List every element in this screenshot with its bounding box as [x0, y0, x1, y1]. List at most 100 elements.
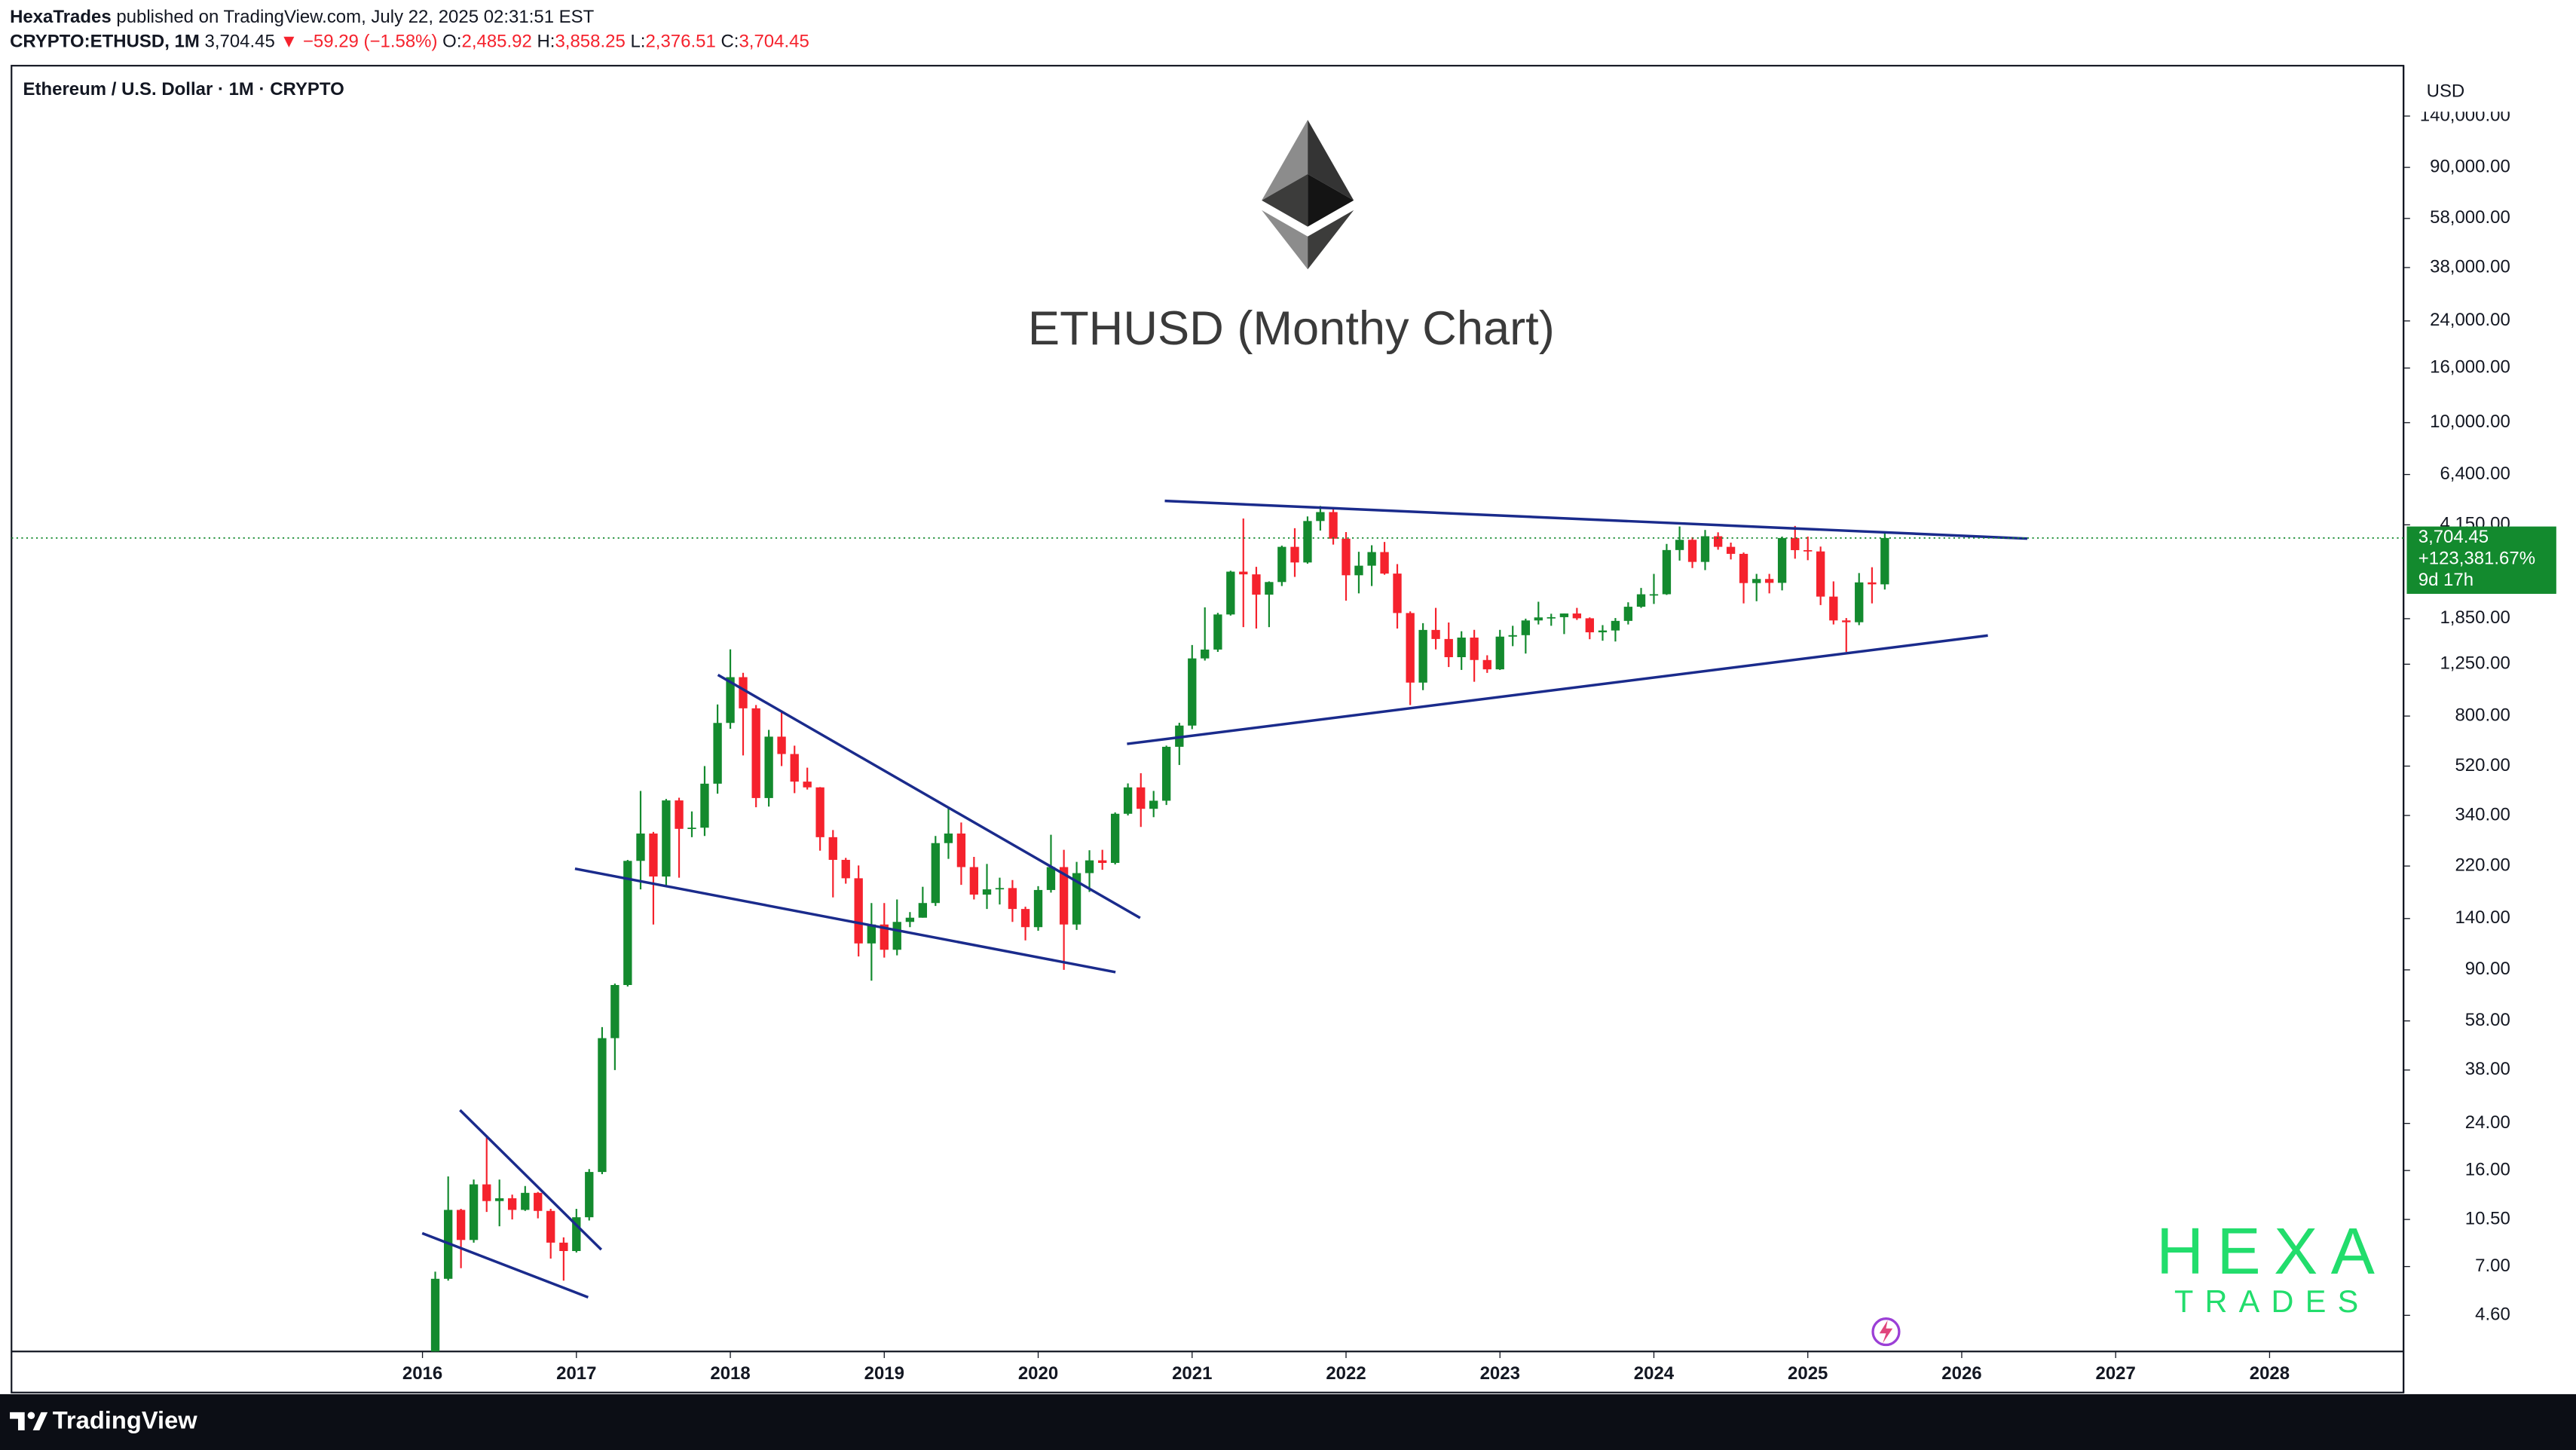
candle-body	[610, 985, 620, 1039]
candle-body	[1752, 579, 1761, 583]
candle-body	[918, 903, 928, 918]
candles	[430, 506, 1889, 1352]
currency: USD	[2427, 81, 2465, 101]
x-tick-label: 2018	[710, 1363, 750, 1384]
candle-body	[1764, 579, 1774, 583]
last-price: 3,704.45+123,381.67%9d 17h	[11, 526, 2556, 594]
candle-body	[1855, 582, 1864, 623]
candle-body	[1623, 607, 1633, 621]
candle-body	[1265, 582, 1274, 595]
candle-body	[982, 889, 992, 895]
candle-body	[739, 677, 748, 708]
countdown: 9d 17h	[2418, 570, 2474, 590]
candle-body	[649, 834, 658, 877]
candle-body	[1059, 867, 1069, 925]
candle-body	[1161, 746, 1171, 801]
candle-body	[1290, 546, 1299, 563]
candle-body	[1457, 638, 1466, 658]
candle-body	[867, 924, 877, 944]
candle-body	[572, 1217, 581, 1252]
y-tick-label: 6,400.00	[2440, 463, 2510, 484]
y-tick-label: 7.00	[2475, 1256, 2510, 1276]
y-tick-label: 1,250.00	[2440, 653, 2510, 674]
candle-body	[1559, 613, 1569, 617]
trend-line	[717, 674, 1141, 919]
candle-body	[892, 922, 901, 950]
change-label: +123,381.67%	[2418, 549, 2535, 569]
candle-body	[956, 834, 966, 867]
trend-line	[1127, 634, 1988, 745]
x-tick-label: 2026	[1941, 1363, 1981, 1384]
ohlc-key: O:	[442, 32, 461, 52]
candle-body	[841, 859, 850, 879]
y-tick-label: 16.00	[2465, 1159, 2510, 1179]
candle-body	[880, 924, 889, 950]
currency-box	[2405, 67, 2574, 112]
y-tick-label: 24,000.00	[2430, 310, 2510, 330]
candle-body	[1842, 620, 1851, 623]
candle-body	[995, 888, 1005, 890]
candle-body	[507, 1198, 517, 1210]
candle-body	[1700, 536, 1710, 562]
candle-body	[1329, 512, 1338, 539]
candle-body	[1649, 594, 1659, 596]
candle-body	[1393, 574, 1402, 613]
change: ▼ −59.29 (−1.58%)	[280, 32, 438, 52]
x-tick-label: 2027	[2096, 1363, 2136, 1384]
x-tick-label: 2028	[2250, 1363, 2290, 1384]
y-tick-label: 16,000.00	[2430, 357, 2510, 378]
ohlc-key: C:	[720, 32, 739, 52]
candle-body	[1033, 889, 1043, 928]
candle-body	[700, 783, 709, 828]
candle-body	[905, 917, 915, 922]
candle-body	[803, 782, 812, 788]
candle-body	[1713, 536, 1723, 547]
candle-body	[1547, 616, 1556, 619]
footer-logo	[10, 1412, 48, 1430]
candle-body	[1046, 867, 1056, 890]
instrument: Ethereum / U.S. Dollar · 1M · CRYPTO	[23, 79, 344, 99]
candle-body	[1342, 538, 1351, 576]
y-tick-label: 10.50	[2465, 1208, 2510, 1228]
last-price-label: 3,704.45	[2418, 527, 2489, 547]
candle-body	[623, 861, 632, 986]
candle-body	[1123, 787, 1133, 814]
ohlc-value: 3,704.45	[739, 32, 809, 52]
candle-body	[1239, 571, 1248, 575]
footer-brand: TradingView	[53, 1406, 198, 1434]
candle-body	[1367, 552, 1376, 566]
candle-body	[1675, 540, 1684, 550]
candle-body	[636, 834, 645, 861]
candle-body	[1406, 613, 1415, 683]
candle-body	[764, 736, 773, 798]
symbol: CRYPTO:ETHUSD, 1M	[10, 32, 200, 52]
candle-body	[1521, 620, 1531, 635]
ohlc-value: 3,858.25	[555, 32, 625, 52]
candle-body	[495, 1198, 504, 1201]
candle-body	[1380, 552, 1389, 574]
candle-body	[1636, 594, 1646, 607]
candle-body	[1137, 787, 1146, 809]
candle-body	[1252, 574, 1261, 595]
candle-body	[1534, 617, 1543, 621]
watermark-hexa: HEXA	[2156, 1215, 2388, 1288]
y-tick-label: 340.00	[2455, 804, 2510, 824]
ohlc-value: 2,376.51	[645, 32, 715, 52]
candle-body	[559, 1242, 568, 1252]
candle-body	[1598, 630, 1608, 633]
watermark-trades: TRADES	[2174, 1284, 2369, 1319]
candle-body	[726, 677, 735, 723]
candle-body	[1829, 596, 1838, 621]
candle-body	[675, 800, 684, 829]
candle-body	[1804, 549, 1813, 552]
chart-title: ETHUSD (Monthy Chart)	[1028, 302, 1555, 355]
ohlc-key: L:	[630, 32, 645, 52]
y-tick-label: 24.00	[2465, 1112, 2510, 1133]
candle-body	[1482, 659, 1491, 670]
y-tick-label: 1,850.00	[2440, 607, 2510, 628]
y-tick-label: 140.00	[2455, 907, 2510, 928]
candle-body	[1687, 540, 1697, 562]
trend-line	[459, 1109, 603, 1251]
candle-body	[1508, 635, 1517, 637]
